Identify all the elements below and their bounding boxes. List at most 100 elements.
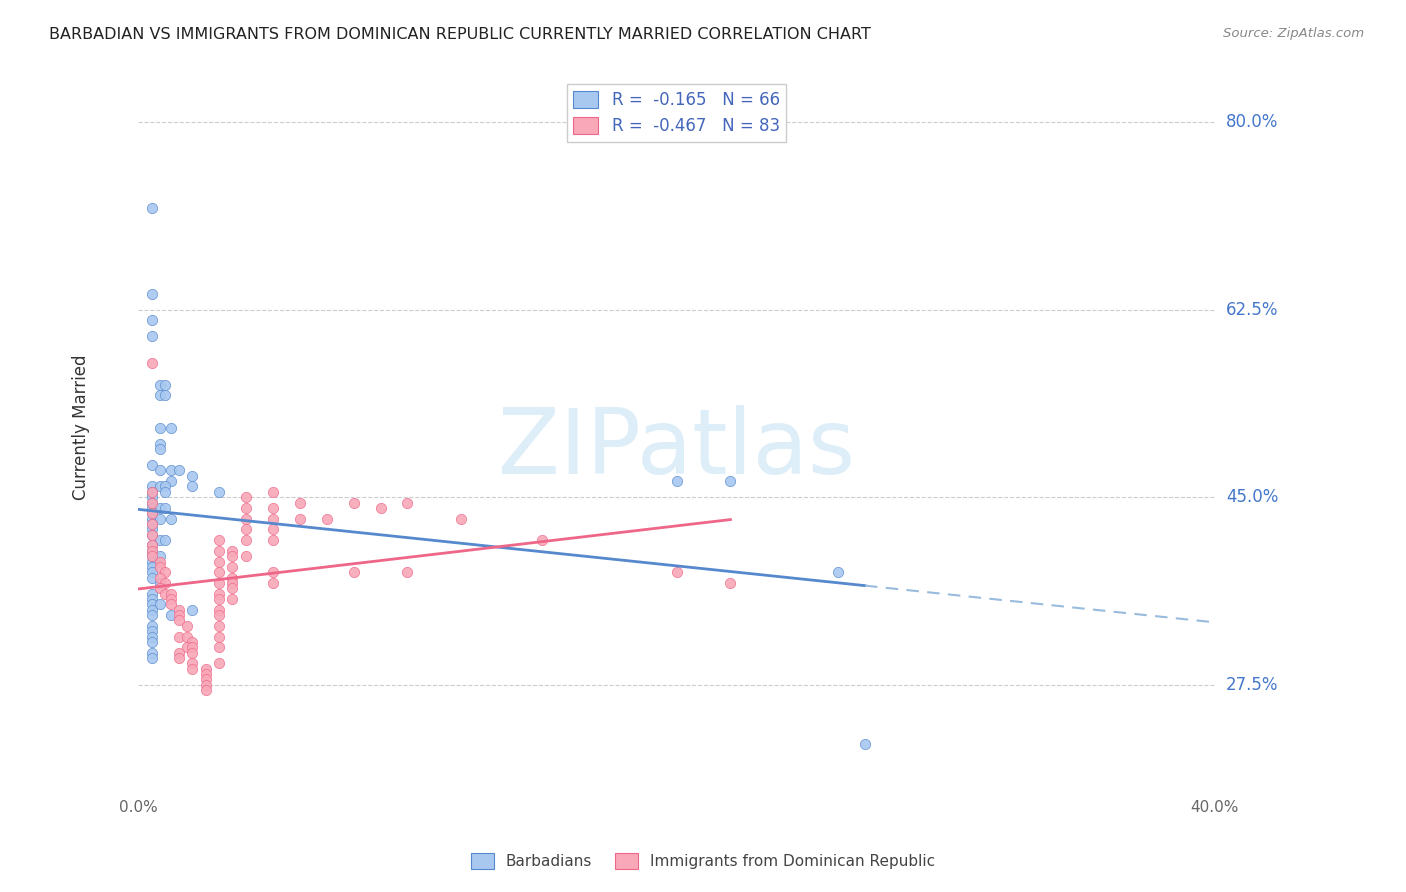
Point [167,646,190,660]
Point [153,500,176,515]
Point [262,576,284,591]
Point [221,549,243,563]
Point [141,566,163,580]
Point [194,683,217,698]
Point [396,566,419,580]
Point [827,566,849,580]
Point [221,576,243,591]
Point [141,313,163,327]
Point [370,500,392,515]
Point [141,522,163,536]
Point [181,468,204,483]
Point [149,388,172,402]
Point [208,566,231,580]
Point [235,500,257,515]
Point [141,619,163,633]
Point [221,582,243,596]
Point [141,356,163,370]
Point [159,587,181,601]
Point [208,533,231,547]
Point [176,619,198,633]
Point [530,533,553,547]
Point [141,624,163,639]
Point [288,511,311,525]
Text: 40.0%: 40.0% [1191,799,1239,814]
Point [141,506,163,520]
Point [149,511,172,525]
Point [141,646,163,660]
Point [153,484,176,499]
Point [141,598,163,612]
Point [141,608,163,623]
Text: 27.5%: 27.5% [1226,676,1278,694]
Point [141,538,163,552]
Point [141,516,163,531]
Point [181,640,204,655]
Point [149,479,172,493]
Point [181,603,204,617]
Point [153,377,176,392]
Point [208,608,231,623]
Point [194,662,217,676]
Point [141,495,163,509]
Point [149,582,172,596]
Point [141,651,163,665]
Point [149,377,172,392]
Point [149,571,172,585]
Point [141,592,163,607]
Point [221,543,243,558]
Point [208,657,231,671]
Point [141,516,163,531]
Legend: Barbadians, Immigrants from Dominican Republic: Barbadians, Immigrants from Dominican Re… [464,847,942,875]
Point [141,587,163,601]
Point [141,549,163,563]
Point [149,598,172,612]
Point [159,608,181,623]
Point [141,630,163,644]
Point [149,576,172,591]
Point [141,500,163,515]
Point [141,329,163,343]
Point [141,543,163,558]
Point [235,490,257,504]
Point [167,614,190,628]
Point [141,495,163,509]
Point [153,566,176,580]
Point [153,576,176,591]
Point [262,522,284,536]
Point [141,484,163,499]
Point [194,673,217,687]
Point [181,635,204,649]
Point [720,576,742,591]
Point [665,566,688,580]
Point [262,566,284,580]
Point [221,592,243,607]
Point [181,662,204,676]
Point [176,630,198,644]
Point [167,608,190,623]
Point [167,463,190,477]
Point [149,549,172,563]
Point [262,484,284,499]
Point [288,495,311,509]
Point [141,490,163,504]
Point [221,571,243,585]
Point [141,554,163,568]
Point [167,651,190,665]
Legend: R =  -0.165   N = 66, R =  -0.467   N = 83: R = -0.165 N = 66, R = -0.467 N = 83 [567,84,786,142]
Text: ZIPatlas: ZIPatlas [498,405,855,493]
Point [149,442,172,456]
Point [235,511,257,525]
Point [450,511,472,525]
Text: 62.5%: 62.5% [1226,301,1278,318]
Point [141,511,163,525]
Point [208,619,231,633]
Point [208,592,231,607]
Point [262,511,284,525]
Point [208,543,231,558]
Point [235,549,257,563]
Point [194,678,217,692]
Point [141,571,163,585]
Point [141,603,163,617]
Point [141,543,163,558]
